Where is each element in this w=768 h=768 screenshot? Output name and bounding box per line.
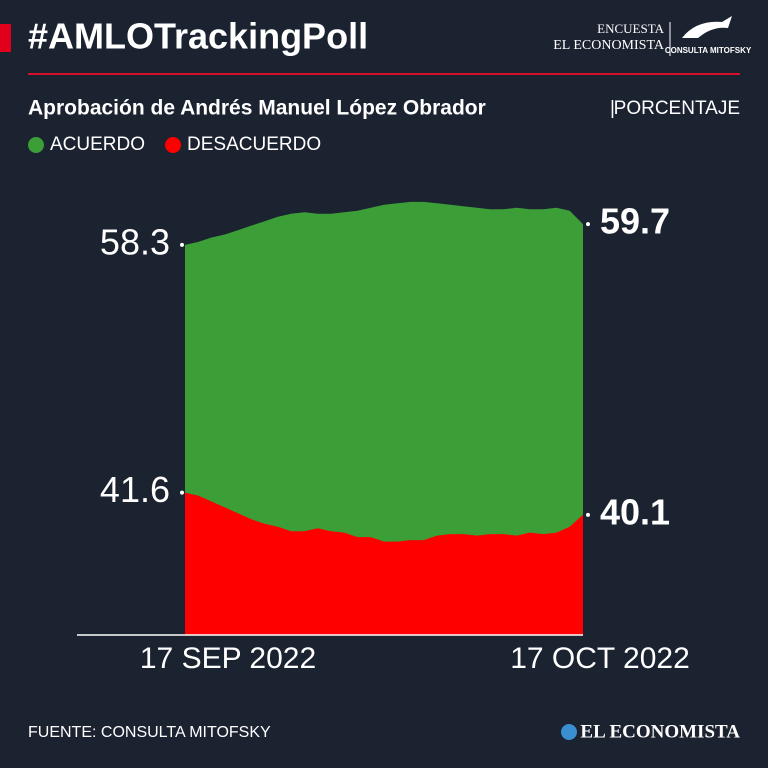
end-dot: [586, 222, 590, 227]
start-label: 58.3: [100, 221, 170, 262]
legend-label: ACUERDO: [50, 134, 145, 155]
start-dot: [180, 242, 184, 247]
accent-bar: [0, 24, 11, 52]
plot: 58.3 59.7 41.6 40.1 17 SEP 2022 17 OCT 2022: [77, 201, 690, 675]
end-label: 40.1: [600, 491, 670, 532]
legend-swatch: [28, 137, 44, 153]
area: [185, 492, 583, 635]
chart-title: Aprobación de Andrés Manuel López Obrado…: [28, 97, 486, 120]
end-label: 59.7: [600, 201, 670, 242]
legend-label: DESACUERDO: [187, 134, 321, 155]
x-tick-label: 17 OCT 2022: [510, 642, 690, 675]
brand-icon: [682, 16, 732, 38]
page-title: #AMLOTrackingPoll: [28, 16, 368, 57]
footer-brand-icon: [561, 724, 577, 740]
start-dot: [180, 490, 184, 495]
brand-logo: CONSULTA MITOFSKY: [665, 46, 752, 55]
x-tick-label: 17 SEP 2022: [140, 642, 316, 675]
chart-unit: PORCENTAJE: [614, 98, 740, 119]
footer-brand: EL ECONOMISTA: [580, 721, 740, 742]
end-dot: [586, 512, 590, 517]
brand-name: EL ECONOMISTA: [553, 38, 665, 53]
legend: ACUERDO DESACUERDO: [28, 134, 321, 155]
area: [185, 201, 583, 635]
legend-swatch: [165, 137, 182, 153]
start-label: 41.6: [100, 469, 170, 510]
source: FUENTE: CONSULTA MITOFSKY: [28, 724, 271, 741]
brand-top: ENCUESTA: [597, 21, 664, 36]
title-separator: |: [610, 98, 615, 119]
